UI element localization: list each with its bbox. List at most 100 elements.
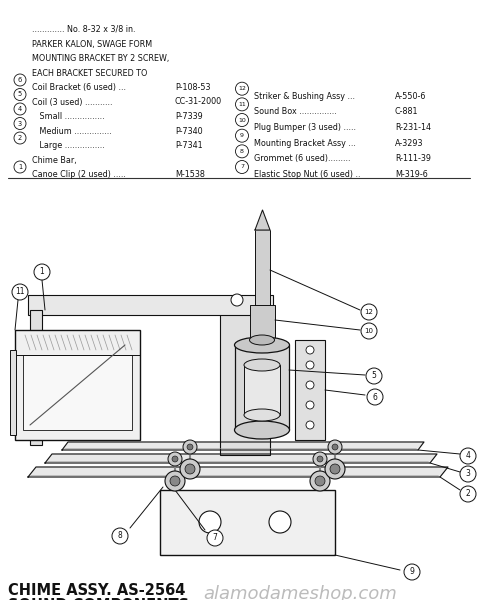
Bar bbox=[235, 345, 289, 430]
Circle shape bbox=[306, 346, 314, 354]
Bar bbox=[244, 365, 280, 415]
Text: alamodameshop.com: alamodameshop.com bbox=[203, 585, 397, 600]
Circle shape bbox=[313, 452, 327, 466]
Text: P-7340: P-7340 bbox=[175, 127, 203, 136]
Text: Coil Bracket (6 used) ...: Coil Bracket (6 used) ... bbox=[32, 83, 126, 92]
Text: Sound Box ...............: Sound Box ............... bbox=[254, 107, 337, 116]
Text: P-108-53: P-108-53 bbox=[175, 83, 210, 92]
Circle shape bbox=[315, 476, 325, 486]
Text: CC-31-2000: CC-31-2000 bbox=[175, 97, 222, 107]
Text: Medium ...............: Medium ............... bbox=[32, 127, 112, 136]
Circle shape bbox=[367, 389, 383, 405]
Circle shape bbox=[199, 511, 221, 533]
Text: ............. No. 8-32 x 3/8 in.: ............. No. 8-32 x 3/8 in. bbox=[32, 25, 135, 34]
Text: P-7339: P-7339 bbox=[175, 112, 203, 121]
Circle shape bbox=[165, 471, 185, 491]
Text: 2: 2 bbox=[466, 490, 470, 499]
Circle shape bbox=[236, 98, 249, 111]
Circle shape bbox=[236, 145, 249, 158]
Circle shape bbox=[317, 456, 323, 462]
Circle shape bbox=[460, 466, 476, 482]
Bar bbox=[255, 230, 270, 345]
Text: Mounting Bracket Assy ...: Mounting Bracket Assy ... bbox=[254, 139, 356, 148]
Text: 6: 6 bbox=[18, 77, 22, 83]
Circle shape bbox=[269, 511, 291, 533]
Text: R-231-14: R-231-14 bbox=[395, 123, 431, 132]
Text: 10: 10 bbox=[365, 328, 373, 334]
Circle shape bbox=[330, 464, 340, 474]
Text: Small ................: Small ................ bbox=[32, 112, 105, 121]
Text: Coil (3 used) ...........: Coil (3 used) ........... bbox=[32, 97, 112, 107]
Polygon shape bbox=[62, 442, 424, 450]
Circle shape bbox=[236, 129, 249, 142]
Bar bbox=[295, 340, 325, 440]
Text: 4: 4 bbox=[466, 451, 470, 461]
Text: 12: 12 bbox=[238, 86, 246, 91]
Circle shape bbox=[306, 361, 314, 369]
Text: R-111-39: R-111-39 bbox=[395, 154, 431, 163]
Text: Canoe Clip (2 used) .....: Canoe Clip (2 used) ..... bbox=[32, 170, 126, 179]
Text: 7: 7 bbox=[240, 164, 244, 169]
Text: Elastic Stop Nut (6 used) ..: Elastic Stop Nut (6 used) .. bbox=[254, 170, 360, 179]
Circle shape bbox=[34, 264, 50, 280]
Text: 5: 5 bbox=[18, 91, 22, 97]
Polygon shape bbox=[255, 210, 270, 230]
Text: Plug Bumper (3 used) .....: Plug Bumper (3 used) ..... bbox=[254, 123, 356, 132]
Text: 5: 5 bbox=[371, 371, 377, 380]
Text: MOUNTING BRACKET BY 2 SCREW,: MOUNTING BRACKET BY 2 SCREW, bbox=[32, 54, 169, 63]
Text: Striker & Bushing Assy ...: Striker & Bushing Assy ... bbox=[254, 92, 355, 101]
Circle shape bbox=[14, 74, 26, 86]
Circle shape bbox=[207, 530, 223, 546]
Text: CHIME ASSY. AS-2564: CHIME ASSY. AS-2564 bbox=[8, 583, 185, 598]
Text: 9: 9 bbox=[240, 133, 244, 138]
Text: 1: 1 bbox=[18, 164, 22, 170]
Text: 12: 12 bbox=[365, 309, 373, 315]
Circle shape bbox=[236, 113, 249, 127]
Bar bbox=[23, 355, 132, 430]
Circle shape bbox=[236, 82, 249, 95]
Bar bbox=[15, 330, 140, 440]
Bar bbox=[28, 295, 273, 315]
Ellipse shape bbox=[235, 421, 290, 439]
Circle shape bbox=[183, 440, 197, 454]
Text: 11: 11 bbox=[238, 102, 246, 107]
Circle shape bbox=[180, 459, 200, 479]
Circle shape bbox=[306, 421, 314, 429]
Circle shape bbox=[14, 118, 26, 130]
Text: M-319-6: M-319-6 bbox=[395, 170, 428, 179]
Text: Chime Bar,: Chime Bar, bbox=[32, 155, 76, 164]
Text: 8: 8 bbox=[240, 149, 244, 154]
Text: 8: 8 bbox=[118, 532, 122, 541]
Circle shape bbox=[14, 161, 26, 173]
Text: 10: 10 bbox=[238, 118, 246, 122]
Polygon shape bbox=[45, 454, 437, 463]
Circle shape bbox=[112, 528, 128, 544]
Text: 3: 3 bbox=[18, 121, 22, 127]
Circle shape bbox=[306, 401, 314, 409]
Circle shape bbox=[325, 459, 345, 479]
Text: SOUND COMPONENTS: SOUND COMPONENTS bbox=[8, 598, 189, 600]
Text: Large ................: Large ................ bbox=[32, 141, 105, 150]
Bar bbox=[160, 490, 335, 555]
Text: EACH BRACKET SECURED TO: EACH BRACKET SECURED TO bbox=[32, 68, 147, 77]
Text: 11: 11 bbox=[15, 287, 25, 296]
Circle shape bbox=[14, 88, 26, 100]
Text: 6: 6 bbox=[372, 392, 378, 401]
Circle shape bbox=[404, 564, 420, 580]
Circle shape bbox=[328, 440, 342, 454]
Circle shape bbox=[236, 160, 249, 173]
Circle shape bbox=[361, 323, 377, 339]
Circle shape bbox=[460, 486, 476, 502]
Bar bbox=[220, 310, 270, 455]
Circle shape bbox=[460, 448, 476, 464]
Text: C-881: C-881 bbox=[395, 107, 419, 116]
Circle shape bbox=[170, 476, 180, 486]
Bar bbox=[10, 350, 16, 435]
Bar bbox=[250, 305, 275, 340]
Circle shape bbox=[187, 444, 193, 450]
Circle shape bbox=[14, 103, 26, 115]
Text: M-1538: M-1538 bbox=[175, 170, 205, 179]
Ellipse shape bbox=[244, 359, 280, 371]
Circle shape bbox=[185, 464, 195, 474]
Circle shape bbox=[14, 132, 26, 144]
